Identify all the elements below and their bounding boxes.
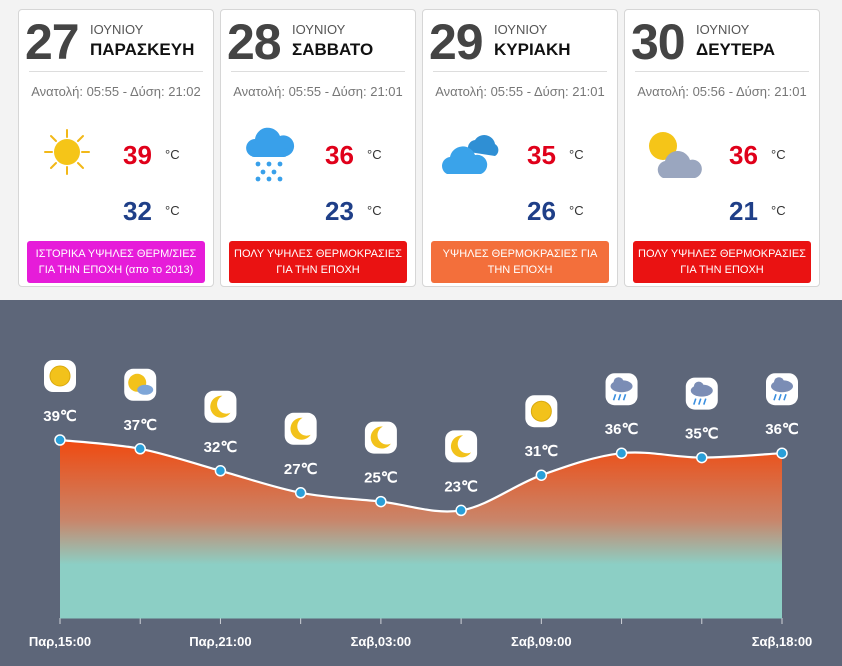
- rain-cloud-icon: [605, 373, 638, 406]
- day-number: 27: [25, 14, 80, 70]
- data-point: [375, 495, 387, 508]
- min-temperature: 21: [729, 196, 758, 226]
- unit-label: °C: [367, 203, 382, 218]
- data-point: [776, 447, 788, 459]
- month-label: ΙΟΥΝΙΟΥ: [494, 22, 548, 37]
- x-tick-label: Σαβ,09:00: [511, 634, 572, 649]
- data-point: [455, 504, 467, 517]
- x-tick-label: Σαβ,03:00: [351, 634, 412, 649]
- max-temperature: 35: [527, 140, 556, 170]
- temperature-line: [59, 438, 783, 513]
- day-card[interactable]: 27 ΙΟΥΝΙΟΥ ΠΑΡΑΣΚΕΥΗ Ανατολή: 05:55 - Δύ…: [18, 9, 214, 287]
- temperature-label: 36℃: [605, 421, 639, 438]
- x-tick-label: Παρ,15:00: [29, 634, 91, 649]
- weekday-label: ΣΑΒΒΑΤΟ: [292, 40, 374, 59]
- sunrise-sunset: Ανατολή: 05:55 - Δύση: 21:01: [233, 84, 403, 99]
- status-badge: ΙΣΤΟΡΙΚΑ ΥΨΗΛΕΣ ΘΕΡΜ/ΣΙΕΣ ΓΙΑ ΤΗΝ ΕΠΟΧΗ …: [27, 241, 205, 283]
- status-badge: ΠΟΛΥ ΥΨΗΛΕΣ ΘΕΡΜΟΚΡΑΣΙΕΣ ΓΙΑ ΤΗΝ ΕΠΟΧΗ: [229, 241, 407, 283]
- unit-label: °C: [165, 147, 180, 162]
- sun-icon: [525, 395, 558, 428]
- temperature-label: 36℃: [765, 421, 799, 438]
- month-label: ΙΟΥΝΙΟΥ: [696, 22, 750, 37]
- min-temperature: 26: [527, 196, 556, 226]
- data-point: [615, 447, 628, 459]
- day-card[interactable]: 29 ΙΟΥΝΙΟΥ ΚΥΡΙΑΚΗ Ανατολή: 05:55 - Δύση…: [422, 9, 618, 287]
- max-temperature: 36: [325, 140, 354, 170]
- unit-label: °C: [367, 147, 382, 162]
- sun-icon: [44, 360, 76, 392]
- data-point: [134, 443, 146, 455]
- temperature-label: 37℃: [123, 417, 157, 434]
- sunrise-sunset: Ανατολή: 05:56 - Δύση: 21:01: [637, 84, 807, 99]
- partly-cloudy-icon: [649, 132, 702, 178]
- min-temperature: 23: [325, 196, 354, 226]
- min-temperature: 32: [123, 196, 152, 226]
- day-card[interactable]: 28 ΙΟΥΝΙΟΥ ΣΑΒΒΑΤΟ Ανατολή: 05:55 - Δύση…: [220, 9, 416, 287]
- partly-cloudy-icon: [124, 368, 157, 401]
- divider: [231, 71, 405, 72]
- sunrise-sunset: Ανατολή: 05:55 - Δύση: 21:02: [31, 84, 201, 99]
- daily-forecast-section: 27 ΙΟΥΝΙΟΥ ΠΑΡΑΣΚΕΥΗ Ανατολή: 05:55 - Δύ…: [0, 0, 842, 300]
- unit-label: °C: [165, 203, 180, 218]
- moon-icon: [445, 430, 478, 463]
- day-card[interactable]: 30 ΙΟΥΝΙΟΥ ΔΕΥΤΕΡΑ Ανατολή: 05:56 - Δύση…: [624, 9, 820, 287]
- data-point: [54, 434, 66, 446]
- sun-icon: [44, 129, 90, 175]
- divider: [29, 71, 203, 72]
- divider: [635, 71, 809, 72]
- moon-icon: [284, 412, 317, 445]
- x-tick-label: Παρ,21:00: [189, 634, 251, 649]
- hourly-temperature-chart: 39℃ 37℃ 32℃ 27℃ 25℃ 23℃ 31℃ 36℃ 35℃ 36℃ Παρ,15:00 Π…: [29, 360, 813, 649]
- temperature-label: 31℃: [525, 443, 559, 460]
- weekday-label: ΚΥΡΙΑΚΗ: [494, 40, 571, 59]
- unit-label: °C: [771, 203, 786, 218]
- max-temperature: 39: [123, 140, 152, 170]
- month-label: ΙΟΥΝΙΟΥ: [292, 22, 346, 37]
- max-temperature: 36: [729, 140, 758, 170]
- temperature-label: 32℃: [204, 439, 238, 456]
- temperature-label: 23℃: [444, 478, 478, 495]
- month-label: ΙΟΥΝΙΟΥ: [90, 22, 144, 37]
- weekday-label: ΔΕΥΤΕΡΑ: [696, 40, 775, 59]
- data-point: [696, 451, 708, 464]
- data-point: [535, 469, 548, 481]
- temperature-label: 35℃: [685, 426, 719, 443]
- temperature-label: 27℃: [284, 461, 318, 478]
- x-tick-label: Σαβ,18:00: [752, 634, 813, 649]
- unit-label: °C: [771, 147, 786, 162]
- data-point: [294, 487, 307, 499]
- weekday-label: ΠΑΡΑΣΚΕΥΗ: [90, 40, 195, 59]
- moon-icon: [204, 390, 237, 423]
- sunrise-sunset: Ανατολή: 05:55 - Δύση: 21:01: [435, 84, 605, 99]
- hourly-chart-section: 39℃ 37℃ 32℃ 27℃ 25℃ 23℃ 31℃ 36℃ 35℃ 36℃ Παρ,15:00 Π…: [0, 300, 842, 666]
- temperature-label: 39℃: [43, 408, 77, 425]
- rain-cloud-icon: [766, 373, 798, 406]
- moon-icon: [364, 421, 397, 454]
- temperature-area: [60, 440, 782, 618]
- status-badge: ΥΨΗΛΕΣ ΘΕΡΜΟΚΡΑΣΙΕΣ ΓΙΑ ΤΗΝ ΕΠΟΧΗ: [431, 241, 609, 283]
- status-badge: ΠΟΛΥ ΥΨΗΛΕΣ ΘΕΡΜΟΚΡΑΣΙΕΣ ΓΙΑ ΤΗΝ ΕΠΟΧΗ: [633, 241, 811, 283]
- day-number: 29: [429, 14, 484, 70]
- data-point: [214, 465, 227, 477]
- day-number: 28: [227, 14, 282, 70]
- unit-label: °C: [569, 147, 584, 162]
- divider: [433, 71, 607, 72]
- unit-label: °C: [569, 203, 584, 218]
- temperature-label: 25℃: [364, 470, 398, 487]
- rain-cloud-icon: [685, 377, 718, 410]
- day-number: 30: [631, 14, 686, 70]
- rain-cloud-icon: [246, 127, 295, 182]
- clouds-icon: [442, 135, 499, 174]
